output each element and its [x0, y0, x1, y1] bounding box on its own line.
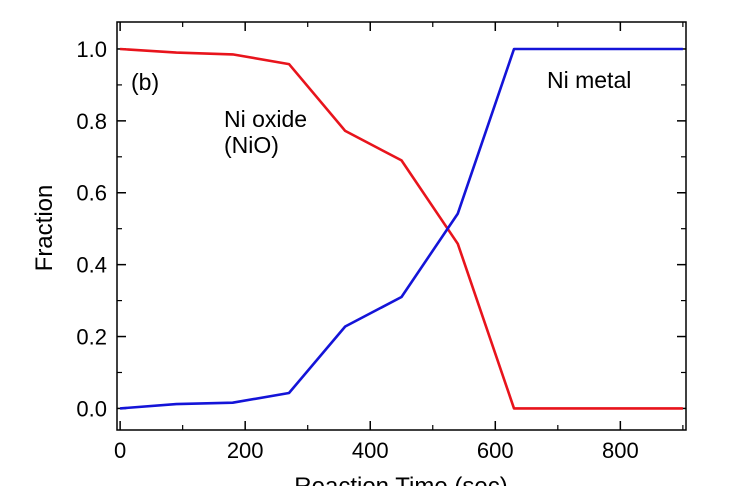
x-axis-title: Reaction Time (sec): [294, 473, 507, 486]
annotation-ni-oxide: Ni oxide: [224, 106, 307, 132]
series-line-0: [120, 47, 683, 410]
y-tick-label: 0.2: [76, 325, 107, 350]
panel-label: (b): [131, 69, 159, 95]
annotation-ni-metal: Ni metal: [547, 67, 631, 93]
plot-frame: [116, 21, 687, 431]
annotation-nio: (NiO): [224, 132, 279, 158]
x-tick-label: 800: [602, 438, 639, 463]
y-axis-title: Fraction: [31, 185, 58, 272]
x-tick-label: 400: [352, 438, 389, 463]
series-line-1: [120, 47, 683, 410]
y-tick-label: 0.0: [76, 396, 107, 421]
axis-ticks: 0 200 400 600 800 0.0 0.2 0.4 0.6 0.8 1.0: [76, 22, 686, 463]
x-tick-label: 200: [227, 438, 264, 463]
x-tick-label: 600: [477, 438, 514, 463]
y-tick-label: 0.6: [76, 181, 107, 206]
y-tick-label: 0.8: [76, 109, 107, 134]
x-tick-label: 0: [114, 438, 126, 463]
y-tick-label: 0.4: [76, 253, 107, 278]
y-tick-label: 1.0: [76, 37, 107, 62]
series-layer: [120, 47, 683, 410]
